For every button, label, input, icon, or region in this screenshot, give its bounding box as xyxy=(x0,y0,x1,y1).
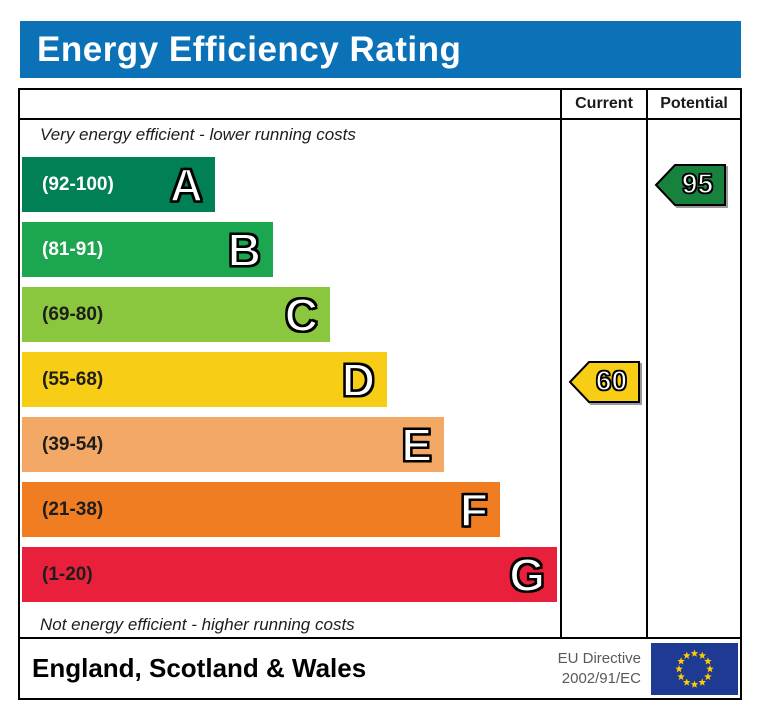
table-header-row: Current Potential xyxy=(20,90,740,120)
eu-directive-line1: EU Directive xyxy=(557,650,641,667)
potential-rating-arrow-icon: 95 xyxy=(654,162,728,208)
rating-table: Current Potential Very energy efficient … xyxy=(18,88,742,700)
region-label: England, Scotland & Wales xyxy=(32,653,367,683)
band-letter: A xyxy=(169,158,204,211)
potential-rating-column: 95 xyxy=(648,120,740,637)
table-body: Very energy efficient - lower running co… xyxy=(20,120,740,639)
band-range-label: (92-100) xyxy=(42,173,114,195)
eu-directive-label: EU Directive 2002/91/EC xyxy=(558,649,641,688)
band-range-label: (1-20) xyxy=(42,563,93,585)
band-letter: E xyxy=(400,418,433,471)
band-range-label: (55-68) xyxy=(42,368,104,390)
bands-container: (92-100) A (81-91) B (69-80) C (55-68) D xyxy=(20,157,560,602)
band-d: (55-68) D xyxy=(22,352,387,407)
band-chart-area: Very energy efficient - lower running co… xyxy=(20,120,562,637)
band-g: (1-20) G xyxy=(22,547,557,602)
band-a: (92-100) A xyxy=(22,157,215,212)
current-rating-value: 60 xyxy=(595,364,628,397)
top-note: Very energy efficient - lower running co… xyxy=(40,125,356,144)
table-footer-row: England, Scotland & Wales EU Directive 2… xyxy=(20,639,740,698)
band-range-label: (21-38) xyxy=(42,498,104,520)
column-header-current: Current xyxy=(562,90,648,118)
header-spacer xyxy=(20,90,562,118)
band-letter: G xyxy=(508,548,546,601)
column-header-potential: Potential xyxy=(660,95,728,112)
band-f: (21-38) F xyxy=(22,482,500,537)
current-rating-arrow-icon: 60 xyxy=(568,359,642,405)
eu-flag-icon xyxy=(651,642,738,695)
current-rating-column: 60 xyxy=(562,120,648,637)
band-letter: C xyxy=(284,288,319,341)
band-c: (69-80) C xyxy=(22,287,330,342)
band-b: (81-91) B xyxy=(22,222,273,277)
band-range-label: (69-80) xyxy=(42,303,104,325)
bottom-note: Not energy efficient - higher running co… xyxy=(40,615,355,634)
band-letter: D xyxy=(341,353,376,406)
band-letter: B xyxy=(227,223,262,276)
page-title: Energy Efficiency Rating xyxy=(20,21,741,78)
band-range-label: (39-54) xyxy=(42,433,104,455)
potential-rating-value: 95 xyxy=(681,167,714,200)
band-range-label: (81-91) xyxy=(42,238,104,260)
band-letter: F xyxy=(459,483,489,536)
band-e: (39-54) E xyxy=(22,417,444,472)
eu-directive-line2: 2002/91/EC xyxy=(561,669,641,687)
